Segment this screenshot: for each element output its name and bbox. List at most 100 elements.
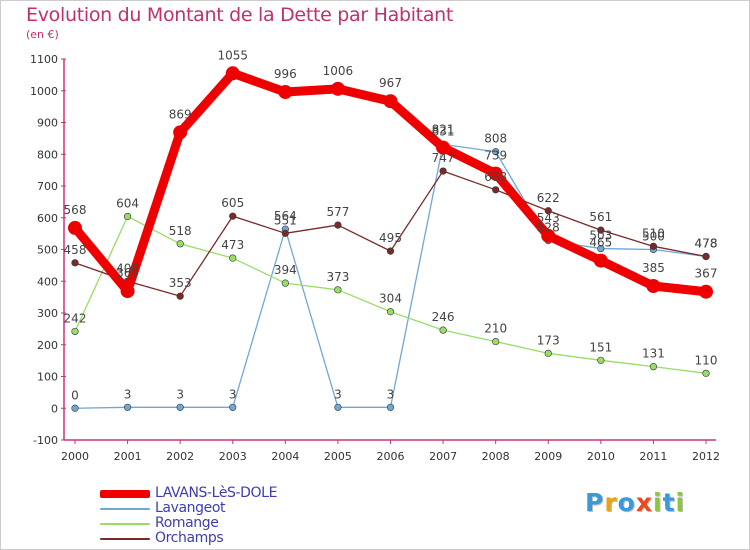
data-label-romange: 604: [116, 196, 139, 210]
data-label-lavangeot: 3: [124, 387, 132, 401]
y-tick-label: 700: [37, 180, 58, 193]
logo-letter: o: [617, 488, 636, 517]
data-label-romange: 151: [589, 340, 612, 354]
x-tick-label: 2008: [482, 450, 510, 463]
data-point-lavangeot: [71, 404, 79, 412]
data-point-orchamps: [71, 259, 79, 267]
x-tick-label: 2009: [534, 450, 562, 463]
y-tick-label: 600: [37, 212, 58, 225]
x-tick-label: 2011: [639, 450, 667, 463]
data-label-lavangeot: 503: [589, 229, 612, 243]
x-tick-label: 2010: [587, 450, 615, 463]
x-tick-label: 2004: [271, 450, 299, 463]
data-label-lavans: 869: [169, 107, 192, 121]
data-label-lavans: 568: [64, 203, 87, 217]
x-tick-label: 2006: [377, 450, 405, 463]
x-tick-label: 2001: [114, 450, 142, 463]
data-label-lavangeot: 3: [229, 387, 237, 401]
data-label-lavangeot: 500: [642, 230, 665, 244]
data-point-orchamps: [386, 247, 395, 255]
data-label-lavangeot: 0: [71, 388, 79, 402]
logo-letter: x: [635, 488, 653, 517]
data-label-lavans: 996: [274, 67, 297, 81]
data-point-lavans: [488, 166, 503, 181]
data-label-orchamps: 561: [589, 210, 612, 224]
data-point-orchamps: [229, 212, 237, 220]
data-point-romange: [71, 327, 79, 336]
data-point-orchamps: [544, 207, 552, 215]
data-point-romange: [176, 240, 184, 248]
data-point-romange: [123, 212, 132, 221]
x-tick-label: 2007: [429, 450, 457, 463]
y-tick-label: 1100: [30, 53, 58, 66]
data-point-romange: [649, 363, 658, 371]
data-point-lavangeot: [334, 403, 342, 411]
data-label-lavangeot: 564: [274, 209, 297, 223]
data-label-romange: 210: [484, 322, 507, 336]
data-label-orchamps: 747: [432, 151, 455, 165]
y-tick-label: 500: [37, 244, 58, 257]
y-tick-label: 300: [37, 307, 58, 320]
data-label-orchamps: 551: [274, 213, 297, 227]
data-label-orchamps: 400: [116, 261, 139, 275]
y-tick-label: 400: [37, 275, 58, 288]
data-label-orchamps: 478: [695, 236, 718, 250]
data-label-romange: 173: [537, 333, 560, 347]
legend-label-romange: Romange: [155, 515, 219, 531]
data-point-lavans: [68, 220, 82, 235]
y-tick-label: 800: [37, 148, 58, 161]
data-label-romange: 518: [169, 224, 192, 238]
logo-letter: i: [653, 488, 663, 517]
data-point-orchamps: [176, 292, 184, 300]
data-label-lavans: 739: [484, 149, 507, 163]
x-tick-label: 2003: [219, 450, 247, 463]
data-label-romange: 242: [64, 311, 87, 325]
data-label-lavangeot: 831: [432, 124, 455, 138]
x-tick-label: 2005: [324, 450, 352, 463]
data-point-lavans: [278, 85, 293, 100]
data-label-orchamps: 622: [537, 191, 560, 205]
data-label-romange: 473: [221, 238, 244, 252]
x-tick-label: 2012: [692, 450, 720, 463]
legend-label-orchamps: Orchamps: [155, 530, 224, 546]
data-label-romange: 110: [695, 353, 718, 367]
data-point-romange: [544, 349, 552, 357]
data-label-lavans: 967: [379, 76, 402, 90]
logo-letter: i: [675, 488, 686, 517]
data-point-lavans: [646, 279, 661, 294]
data-label-lavans: 465: [589, 236, 612, 250]
data-label-romange: 373: [326, 270, 349, 284]
logo-letter: P: [585, 488, 605, 517]
data-point-lavans: [436, 140, 451, 155]
legend-swatch-lavangeot: [100, 508, 150, 510]
data-point-lavans: [330, 81, 345, 96]
data-point-lavans: [225, 66, 240, 81]
data-point-orchamps: [439, 167, 447, 175]
y-tick-label: 200: [37, 339, 58, 352]
y-tick-label: -100: [33, 434, 58, 447]
data-point-lavans: [593, 253, 608, 268]
data-label-lavangeot: 3: [176, 387, 184, 401]
data-label-orchamps: 688: [484, 170, 507, 184]
data-label-lavans: 369: [116, 266, 139, 280]
data-point-orchamps: [492, 186, 500, 194]
data-point-lavans: [699, 284, 713, 299]
data-label-orchamps: 495: [379, 231, 402, 245]
data-point-romange: [334, 286, 342, 294]
data-label-lavans: 1006: [323, 64, 354, 78]
x-tick-label: 2000: [61, 450, 89, 463]
data-label-lavangeot: 808: [484, 132, 507, 146]
legend-label-lavans: LAVANS-LèS-DOLE: [155, 485, 278, 501]
logo-letter: t: [662, 488, 676, 517]
chart-title: Evolution du Montant de la Dette par Hab…: [26, 4, 454, 26]
data-point-romange: [597, 356, 605, 364]
data-point-orchamps: [334, 221, 342, 229]
y-tick-label: 0: [51, 402, 58, 415]
data-point-romange: [281, 279, 289, 287]
data-point-lavangeot: [386, 403, 395, 411]
data-point-lavans: [173, 125, 188, 140]
y-tick-label: 900: [37, 117, 58, 130]
data-label-lavangeot: 3: [334, 387, 342, 401]
data-label-lavans: 367: [695, 267, 718, 281]
